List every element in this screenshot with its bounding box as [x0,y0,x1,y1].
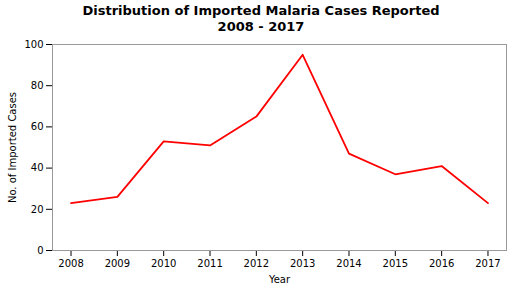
svg-text:0: 0 [37,245,43,256]
svg-text:2014: 2014 [336,258,361,269]
svg-text:2015: 2015 [383,258,408,269]
svg-text:2017: 2017 [475,258,500,269]
svg-text:20: 20 [31,204,44,215]
svg-text:Year: Year [268,274,291,285]
svg-text:80: 80 [31,80,44,91]
svg-text:2009: 2009 [105,258,130,269]
svg-text:No. of Imported Cases: No. of Imported Cases [7,92,18,203]
svg-text:40: 40 [31,162,44,173]
svg-text:2012: 2012 [244,258,269,269]
svg-text:2010: 2010 [151,258,176,269]
svg-text:2011: 2011 [197,258,222,269]
svg-text:2016: 2016 [429,258,454,269]
svg-text:2013: 2013 [290,258,315,269]
html-text:Distribution of Imported Malar: Distribution of Imported Malaria Cases R… [82,3,440,34]
svg-text:60: 60 [31,121,44,132]
svg-text:100: 100 [24,39,43,50]
svg-text:2008: 2008 [58,258,83,269]
